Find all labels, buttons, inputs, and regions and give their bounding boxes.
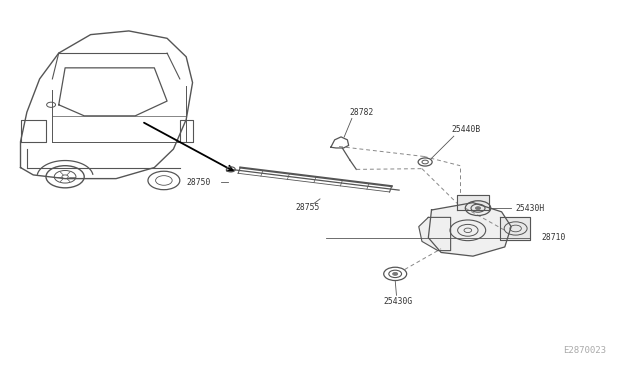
Text: 28710: 28710 (541, 233, 566, 242)
Polygon shape (428, 203, 511, 256)
Text: E2870023: E2870023 (563, 346, 606, 355)
Polygon shape (457, 195, 489, 210)
Text: 25430H: 25430H (515, 203, 544, 213)
Text: 28750: 28750 (187, 178, 211, 187)
Polygon shape (500, 217, 531, 240)
Polygon shape (419, 217, 451, 251)
Text: 28755: 28755 (295, 203, 319, 212)
Text: 25430G: 25430G (384, 297, 413, 306)
Circle shape (476, 207, 481, 210)
Circle shape (393, 272, 397, 275)
Text: 25440B: 25440B (452, 125, 481, 134)
Text: 28782: 28782 (349, 108, 374, 117)
